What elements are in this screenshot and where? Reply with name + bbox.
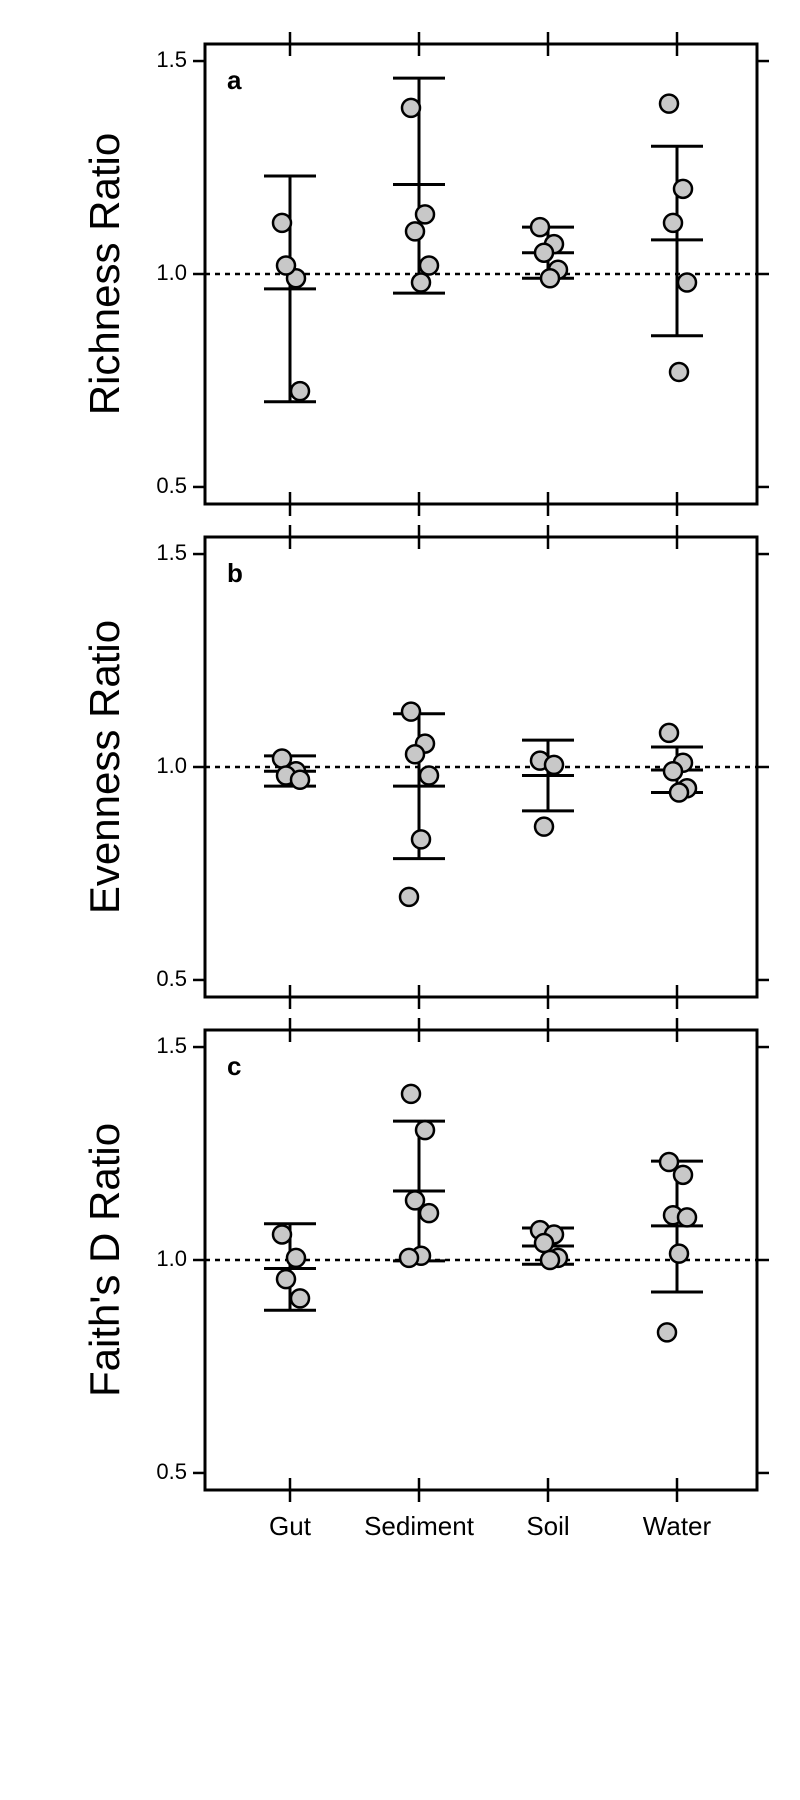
data-point — [533, 1232, 555, 1254]
data-point — [414, 204, 436, 225]
data-point — [662, 761, 684, 782]
x-tick-label: Gut — [269, 1511, 312, 1541]
y-axis-label: Evenness Ratio — [81, 620, 128, 914]
data-point — [404, 1190, 426, 1211]
data-point — [676, 1207, 698, 1228]
data-point — [285, 1247, 307, 1269]
data-point — [676, 272, 698, 293]
data-point — [668, 1243, 690, 1264]
y-axis-label: Faith's D Ratio — [81, 1123, 128, 1397]
y-axis-label: Richness Ratio — [81, 133, 128, 415]
y-tick-label: 0.5 — [156, 1459, 187, 1484]
data-point — [668, 361, 690, 383]
data-point — [533, 242, 555, 263]
data-point — [658, 1151, 680, 1173]
x-tick-label: Water — [643, 1511, 712, 1541]
data-point — [275, 255, 297, 276]
data-point — [410, 829, 432, 850]
data-point — [656, 1322, 678, 1343]
y-tick-label: 1.0 — [156, 1246, 187, 1271]
data-point — [400, 97, 422, 119]
y-tick-label: 0.5 — [156, 473, 187, 498]
data-point — [662, 212, 684, 234]
data-point — [289, 769, 311, 791]
data-point — [400, 1083, 422, 1105]
data-point — [289, 1288, 311, 1309]
panel-label: c — [227, 1051, 241, 1081]
data-point — [271, 212, 293, 234]
x-tick-label: Sediment — [364, 1511, 475, 1541]
data-point — [658, 722, 680, 744]
data-point — [398, 886, 420, 908]
panel-label: b — [227, 558, 243, 588]
data-point — [418, 255, 440, 276]
data-point — [414, 1119, 436, 1141]
data-point — [672, 178, 694, 200]
data-point — [543, 754, 565, 776]
data-point — [539, 1249, 561, 1271]
y-tick-label: 1.5 — [156, 47, 187, 72]
y-tick-label: 1.0 — [156, 753, 187, 778]
data-point — [418, 765, 440, 786]
x-tick-label: Soil — [526, 1511, 569, 1541]
data-point — [529, 216, 551, 238]
y-tick-label: 1.5 — [156, 540, 187, 565]
data-point — [668, 782, 690, 803]
data-point — [275, 1268, 297, 1290]
data-point — [289, 380, 311, 402]
data-point — [410, 272, 432, 293]
data-point — [271, 1224, 293, 1245]
y-tick-label: 0.5 — [156, 966, 187, 991]
data-point — [533, 816, 555, 837]
data-point — [400, 701, 422, 722]
y-tick-label: 1.5 — [156, 1033, 187, 1058]
data-point — [398, 1247, 420, 1269]
data-point — [418, 1202, 440, 1224]
data-point — [539, 268, 561, 289]
data-point — [658, 93, 680, 114]
data-point — [672, 1164, 694, 1186]
y-tick-label: 1.0 — [156, 260, 187, 285]
data-point — [404, 743, 426, 765]
panel-label: a — [227, 65, 242, 95]
data-point — [404, 221, 426, 242]
